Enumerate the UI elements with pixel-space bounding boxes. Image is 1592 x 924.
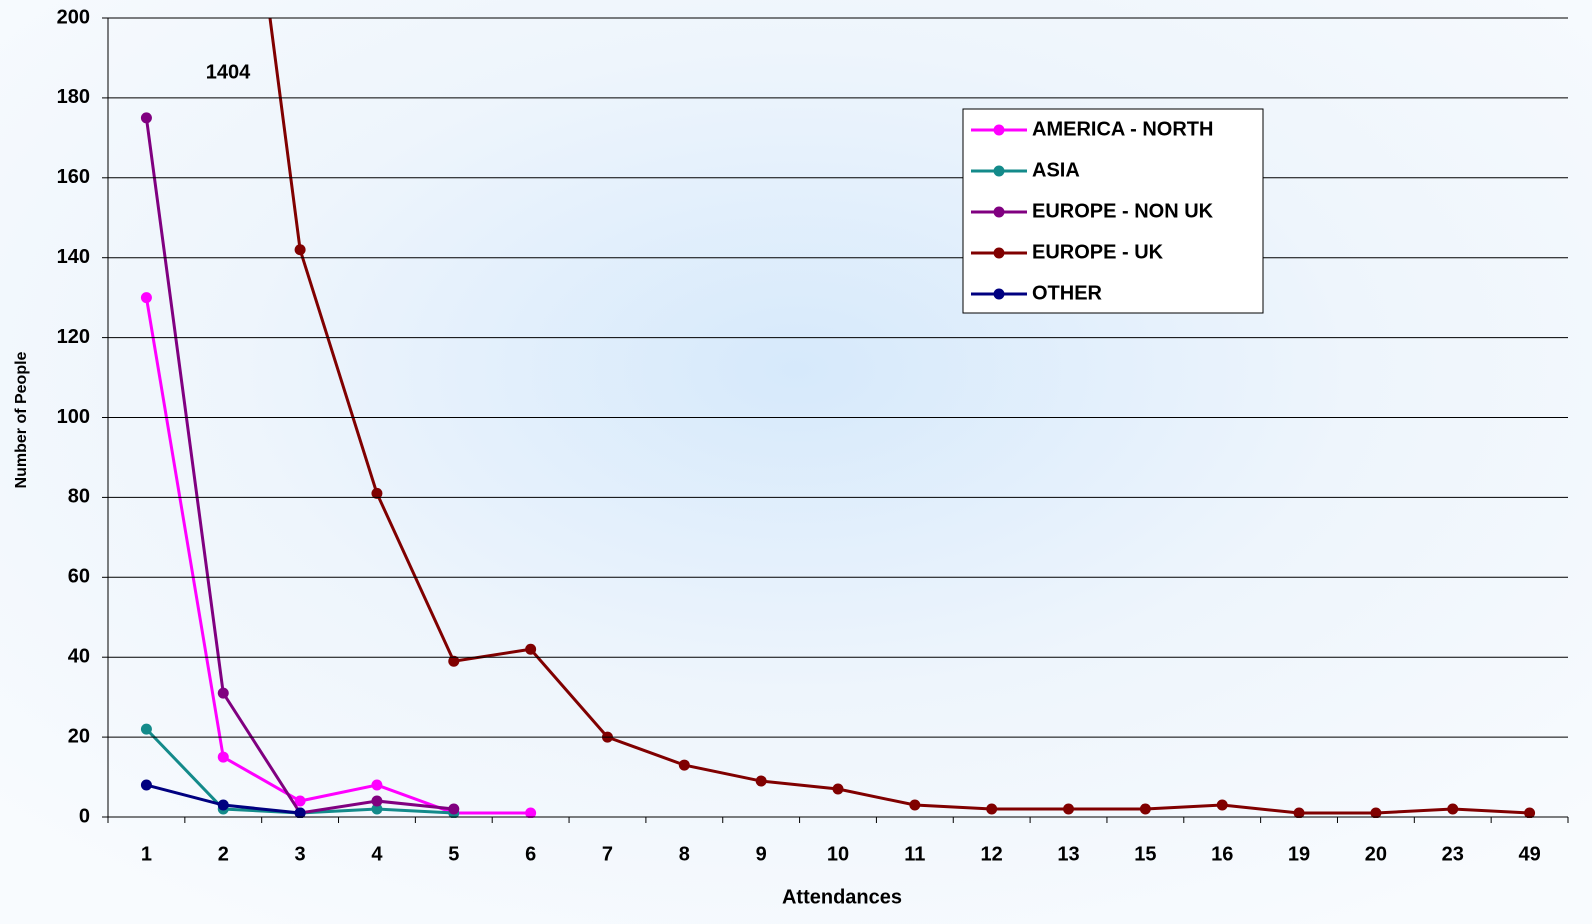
- data-point: [448, 655, 460, 667]
- x-tick-label: 10: [827, 843, 849, 865]
- data-point: [140, 112, 152, 124]
- x-tick-label: 23: [1442, 843, 1464, 865]
- data-point: [140, 779, 152, 791]
- legend-marker: [993, 124, 1005, 136]
- y-tick-label: 160: [57, 166, 90, 188]
- data-point: [294, 795, 306, 807]
- y-tick-label: 20: [68, 725, 90, 747]
- data-point: [371, 803, 383, 815]
- legend-label: EUROPE - NON UK: [1032, 200, 1214, 222]
- x-tick-label: 8: [679, 843, 690, 865]
- x-tick-label: 3: [295, 843, 306, 865]
- y-tick-label: 60: [68, 566, 90, 588]
- y-tick-label: 100: [57, 406, 90, 428]
- legend-marker: [993, 206, 1005, 218]
- legend-label: ASIA: [1032, 159, 1080, 181]
- data-point: [371, 779, 383, 791]
- data-point: [217, 799, 229, 811]
- legend-marker: [993, 247, 1005, 259]
- x-tick-label: 13: [1057, 843, 1079, 865]
- data-point: [294, 244, 306, 256]
- data-point: [525, 807, 537, 818]
- y-axis-title: Number of People: [13, 351, 30, 488]
- x-tick-label: 7: [602, 843, 613, 865]
- series-line: [144, 297, 531, 815]
- x-tick-label: 9: [756, 843, 767, 865]
- y-tick-label: 80: [68, 486, 90, 508]
- x-tick-label: 11: [904, 843, 925, 865]
- data-point: [294, 807, 306, 818]
- y-tick-label: 200: [57, 6, 90, 28]
- x-tick-label: 2: [218, 843, 229, 865]
- data-point: [1524, 807, 1536, 818]
- y-tick-label: 0: [79, 805, 90, 827]
- data-point: [1063, 803, 1075, 815]
- data-point: [1139, 803, 1151, 815]
- data-point: [755, 775, 767, 787]
- data-point: [371, 487, 383, 499]
- data-point: [140, 292, 152, 304]
- data-point: [678, 759, 690, 771]
- data-point: [217, 751, 229, 763]
- y-tick-label: 40: [68, 645, 90, 667]
- x-tick-label: 6: [525, 843, 536, 865]
- x-tick-label: 15: [1134, 843, 1156, 865]
- legend-marker: [993, 288, 1005, 300]
- x-tick-label: 12: [981, 843, 1003, 865]
- data-point: [986, 803, 998, 815]
- y-tick-label: 140: [57, 246, 90, 268]
- legend-label: OTHER: [1032, 282, 1103, 304]
- x-axis-title: Attendances: [782, 886, 902, 908]
- legend-label: EUROPE - UK: [1032, 241, 1164, 263]
- x-tick-label: 49: [1518, 843, 1540, 865]
- data-point: [371, 795, 383, 807]
- annotation: 1404: [206, 61, 251, 83]
- x-tick-label: 20: [1365, 843, 1387, 865]
- x-tick-label: 1: [141, 843, 152, 865]
- legend-label: AMERICA - NORTH: [1032, 118, 1213, 140]
- plot: [140, 18, 1536, 818]
- data-point: [1447, 803, 1459, 815]
- y-tick-label: 180: [57, 86, 90, 108]
- data-point: [217, 687, 229, 699]
- x-tick-label: 5: [448, 843, 459, 865]
- x-tick-label: 16: [1211, 843, 1233, 865]
- data-point: [1216, 799, 1228, 811]
- data-point: [832, 783, 844, 795]
- x-tick-label: 4: [371, 843, 383, 865]
- y-tick-label: 120: [57, 326, 90, 348]
- data-point: [140, 723, 152, 735]
- data-point: [1370, 807, 1382, 818]
- x-tick-label: 19: [1288, 843, 1310, 865]
- data-point: [525, 643, 537, 655]
- data-point: [448, 803, 460, 815]
- data-point: [1293, 807, 1305, 818]
- legend-marker: [993, 165, 1005, 177]
- data-point: [909, 799, 921, 811]
